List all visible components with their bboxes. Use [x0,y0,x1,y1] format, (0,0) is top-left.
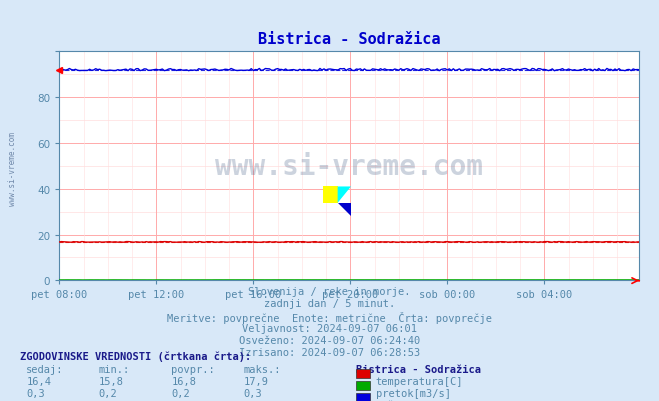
Text: 15,8: 15,8 [99,376,124,386]
Text: sedaj:: sedaj: [26,364,64,374]
Text: 16,4: 16,4 [26,376,51,386]
Text: 16,8: 16,8 [171,376,196,386]
Text: 0,3: 0,3 [26,388,45,398]
Text: zadnji dan / 5 minut.: zadnji dan / 5 minut. [264,299,395,309]
Text: povpr.:: povpr.: [171,364,215,374]
Text: temperatura[C]: temperatura[C] [376,376,463,386]
Polygon shape [337,203,351,217]
Text: pretok[m3/s]: pretok[m3/s] [376,388,451,398]
Text: 92: 92 [171,400,184,401]
Text: 17,9: 17,9 [244,376,269,386]
Text: Veljavnost: 2024-09-07 06:01: Veljavnost: 2024-09-07 06:01 [242,323,417,333]
Text: Meritve: povprečne  Enote: metrične  Črta: povprečje: Meritve: povprečne Enote: metrične Črta:… [167,311,492,323]
Text: maks.:: maks.: [244,364,281,374]
Text: ZGODOVINSKE VREDNOSTI (črtkana črta):: ZGODOVINSKE VREDNOSTI (črtkana črta): [20,351,251,361]
Bar [323,187,337,203]
Text: Osveženo: 2024-09-07 06:24:40: Osveženo: 2024-09-07 06:24:40 [239,335,420,345]
Text: 0,2: 0,2 [99,388,117,398]
Text: višina[cm]: višina[cm] [376,400,438,401]
Text: 93: 93 [26,400,39,401]
Text: 0,3: 0,3 [244,388,262,398]
Title: Bistrica - Sodražica: Bistrica - Sodražica [258,32,440,47]
Text: 91: 91 [99,400,111,401]
Text: Bistrica - Sodražica: Bistrica - Sodražica [356,364,481,374]
Text: www.si-vreme.com: www.si-vreme.com [8,132,17,205]
Polygon shape [337,187,351,203]
Text: 93: 93 [244,400,256,401]
Text: 0,2: 0,2 [171,388,190,398]
Text: www.si-vreme.com: www.si-vreme.com [215,152,483,180]
Text: min.:: min.: [99,364,130,374]
Text: Izrisano: 2024-09-07 06:28:53: Izrisano: 2024-09-07 06:28:53 [239,347,420,357]
Text: Slovenija / reke in morje.: Slovenija / reke in morje. [248,287,411,297]
